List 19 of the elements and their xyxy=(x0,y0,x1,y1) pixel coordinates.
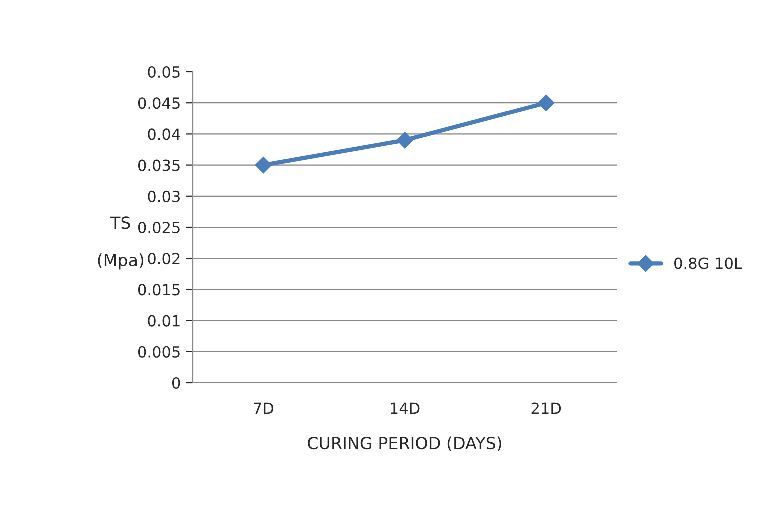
point xyxy=(538,94,555,112)
point xyxy=(255,156,272,174)
point xyxy=(396,132,414,149)
y-tick-label: 0.005 xyxy=(138,346,180,358)
y-tick-label: 0.04 xyxy=(148,128,180,140)
y-tick-label: 0.01 xyxy=(148,315,180,327)
x-tick-label: 7D xyxy=(254,402,274,414)
legend-label: 0.8G 10L xyxy=(674,258,742,270)
x-axis-title: CURING PERIOD (DAYS) xyxy=(308,436,502,452)
y-tick-label: 0.015 xyxy=(138,284,180,296)
y-tick-label: 0.025 xyxy=(138,222,180,234)
x-tick-label: 21D xyxy=(532,402,562,414)
x-tick-label: 14D xyxy=(391,402,420,414)
y-tick-label: 0.05 xyxy=(148,66,180,78)
y-tick-label: 0.02 xyxy=(148,253,180,265)
y-tick-label: 0.03 xyxy=(148,190,180,202)
y-tick-label: 0.045 xyxy=(138,98,180,110)
y-tick-label: 0.035 xyxy=(138,160,180,172)
y-tick-label: 0 xyxy=(172,377,180,390)
